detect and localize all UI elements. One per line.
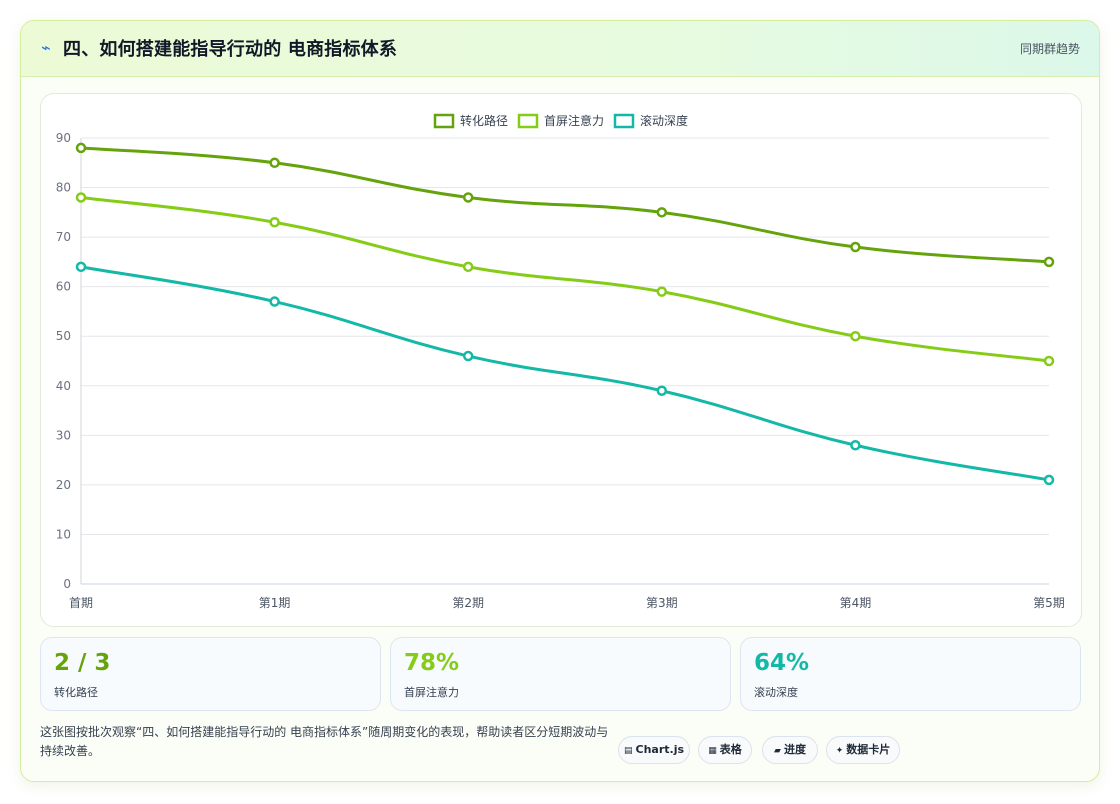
lightning-icon: ⌁ [41,38,51,57]
stat-value: 78% [404,650,460,676]
data-point[interactable] [75,192,87,203]
data-point[interactable] [269,216,280,228]
table-icon: ▦ [708,746,717,756]
chart-icon: ▤ [623,746,633,756]
tag-progress[interactable]: ▰ 进度 [762,736,818,764]
x-tick-label: 第2期 [452,596,484,610]
y-tick-label: 50 [56,329,71,343]
x-tick-label: 第4期 [840,596,872,610]
data-point[interactable] [1043,256,1055,268]
data-point[interactable] [656,207,668,218]
x-tick-label: 第1期 [259,596,291,610]
stat-label: 首屏注意力 [404,686,459,699]
data-point[interactable] [462,261,474,273]
legend-item[interactable]: 转化路径 [433,113,508,129]
data-point[interactable] [656,286,668,297]
data-point[interactable] [656,385,668,396]
progress-icon: ▰ [774,746,781,756]
x-tick-label: 第3期 [646,596,678,610]
data-point[interactable] [269,296,280,307]
legend-item[interactable]: 滚动深度 [613,113,688,129]
stat-card-attention: 78% 首屏注意力 [390,637,731,711]
data-point[interactable] [850,330,861,342]
data-point[interactable] [1043,355,1055,367]
tag-table[interactable]: ▦ 表格 [698,736,752,764]
x-tick-label: 首期 [69,596,93,610]
legend-label: 首屏注意力 [544,113,604,128]
data-point[interactable] [850,241,861,253]
cohort-trend-link[interactable]: 同期群趋势 [1019,42,1080,56]
legend-swatch [517,113,539,129]
chart-panel: 0 10 20 30 40 50 60 70 80 90 首期 第1期 第2期 第3期 第4期 第5期 转化路径… [40,93,1082,627]
y-tick-label: 70 [56,230,71,244]
y-tick-label: 60 [56,280,71,294]
x-tick-label: 第5期 [1033,596,1065,610]
stat-value: 2 / 3 [54,650,111,676]
data-point[interactable] [462,192,474,203]
series-line [79,195,1051,363]
stat-value: 64% [754,650,810,676]
tag-chartjs[interactable]: ▤ Chart.js [618,736,690,764]
stat-label: 滚动深度 [754,686,798,699]
card-header: ⌁ 四、如何搭建能指导行动的 电商指标体系 同期群趋势 [21,21,1099,77]
page-title: 四、如何搭建能指导行动的 电商指标体系 [63,39,398,60]
dashboard-card: ⌁ 四、如何搭建能指导行动的 电商指标体系 同期群趋势 0 10 20 30 40 50 6… [20,20,1100,782]
data-point[interactable] [850,439,861,451]
legend-item[interactable]: 首屏注意力 [517,113,604,129]
y-tick-label: 0 [63,577,71,591]
data-point[interactable] [75,261,87,273]
stat-label: 转化路径 [54,686,98,699]
chart-description: 这张图按批次观察“四、如何搭建能指导行动的 电商指标体系”随周期变化的表现，帮助… [40,725,609,758]
stat-card-conversion: 2 / 3 转化路径 [40,637,381,711]
data-point[interactable] [1043,474,1055,486]
data-point[interactable] [269,157,280,169]
stat-card-scroll: 64% 滚动深度 [740,637,1081,711]
series-line [79,265,1051,482]
y-tick-label: 10 [56,527,71,541]
series-line [79,146,1051,264]
y-tick-label: 20 [56,478,71,492]
legend-label: 滚动深度 [640,113,688,128]
y-tick-label: 30 [56,428,71,442]
y-tick-label: 90 [56,131,71,145]
legend-swatch [433,113,455,129]
y-tick-label: 80 [56,181,71,195]
line-chart: 0 10 20 30 40 50 60 70 80 90 首期 第1期 第2期 第3期 第4期 第5期 转化路径… [56,113,1065,610]
card-icon: ✦ [835,746,844,756]
tag-data-card[interactable]: ✦ 数据卡片 [826,736,900,764]
data-point[interactable] [462,350,474,362]
data-point[interactable] [75,142,87,154]
legend-swatch [613,113,635,129]
legend-label: 转化路径 [460,113,508,128]
y-tick-label: 40 [56,379,71,393]
